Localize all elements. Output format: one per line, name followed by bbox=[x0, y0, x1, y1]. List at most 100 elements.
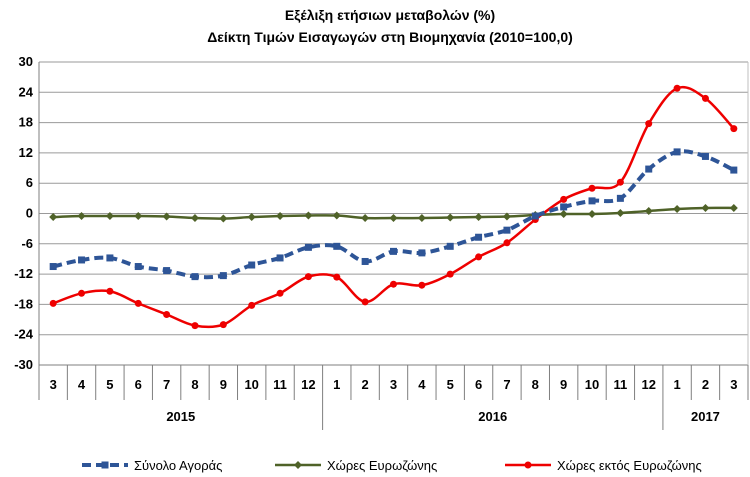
series-1-point bbox=[644, 206, 653, 215]
series-0-point bbox=[673, 148, 681, 156]
series-2-point bbox=[673, 84, 681, 92]
x-tick-label: 8 bbox=[532, 377, 539, 392]
series-0-point bbox=[503, 226, 511, 234]
series-1-point bbox=[49, 213, 58, 222]
series-2-point bbox=[701, 94, 709, 102]
series-1-point bbox=[588, 210, 597, 219]
x-tick-label: 11 bbox=[273, 377, 287, 392]
x-tick-label: 7 bbox=[503, 377, 510, 392]
series-2-point bbox=[248, 301, 256, 309]
x-tick-label: 9 bbox=[220, 377, 227, 392]
x-tick-label: 4 bbox=[418, 377, 426, 392]
x-tick-label: 3 bbox=[50, 377, 57, 392]
series-1-point bbox=[190, 214, 199, 223]
series-0-point bbox=[49, 263, 57, 271]
x-tick-label: 7 bbox=[163, 377, 170, 392]
x-tick-label: 12 bbox=[642, 377, 656, 392]
series-2-point bbox=[503, 239, 511, 247]
legend-marker-1 bbox=[294, 461, 302, 469]
y-tick-label: 6 bbox=[26, 175, 33, 190]
series-1-point bbox=[729, 203, 738, 212]
y-tick-label: 18 bbox=[19, 115, 33, 130]
y-tick-label: 12 bbox=[19, 145, 33, 160]
series-1-point bbox=[219, 214, 228, 223]
series-lines bbox=[49, 84, 738, 330]
series-1-point bbox=[361, 214, 370, 223]
legend-label-1: Χώρες Ευρωζώνης bbox=[327, 458, 437, 473]
y-tick-label: -30 bbox=[14, 357, 33, 372]
x-tick-label: 3 bbox=[390, 377, 397, 392]
series-0-point bbox=[304, 243, 312, 251]
chart-title-line1: Εξέλιξη ετήσιων μεταβολών (%) bbox=[285, 7, 495, 23]
series-1-point bbox=[77, 212, 86, 221]
x-tick-label: 1 bbox=[673, 377, 680, 392]
series-0-point bbox=[701, 152, 709, 160]
series-0-point bbox=[106, 254, 114, 262]
series-0-point bbox=[361, 257, 369, 265]
series-0-point bbox=[248, 261, 256, 269]
series-2-point bbox=[106, 287, 114, 295]
series-1-point bbox=[332, 211, 341, 220]
legend: Σύνολο Αγοράς Χώρες Ευρωζώνης Χώρες εκτός … bbox=[82, 458, 702, 473]
series-0-point bbox=[78, 256, 86, 264]
legend-marker-0 bbox=[101, 461, 109, 469]
series-1-point bbox=[559, 210, 568, 219]
y-tick-label: -24 bbox=[14, 327, 34, 342]
series-2-point bbox=[49, 299, 57, 307]
legend-label-0: Σύνολο Αγοράς bbox=[134, 458, 222, 473]
x-tick-label: 5 bbox=[106, 377, 113, 392]
series-1-point bbox=[616, 208, 625, 217]
series-1-point bbox=[446, 213, 455, 222]
series-2-point bbox=[390, 280, 397, 288]
x-tick-label: 10 bbox=[244, 377, 258, 392]
x-tick-label: 6 bbox=[475, 377, 482, 392]
series-2-point bbox=[475, 253, 483, 261]
grid-lines bbox=[39, 61, 748, 366]
series-1-point bbox=[105, 212, 114, 221]
series-0-point bbox=[418, 249, 426, 257]
x-tick-label: 3 bbox=[730, 377, 737, 392]
y-tick-label: -6 bbox=[21, 236, 33, 251]
series-2-point bbox=[219, 321, 227, 329]
series-0-point bbox=[616, 194, 624, 202]
x-tick-label: 2 bbox=[362, 377, 369, 392]
y-tick-label: 0 bbox=[26, 206, 33, 221]
series-1-point bbox=[417, 214, 426, 223]
series-1-point bbox=[701, 203, 710, 212]
series-2-point bbox=[191, 322, 199, 330]
series-2-point bbox=[361, 298, 369, 306]
series-0-point bbox=[134, 263, 142, 271]
x-tick-label: 6 bbox=[135, 377, 142, 392]
series-0-point bbox=[276, 254, 284, 262]
x-tick-label: 8 bbox=[191, 377, 198, 392]
series-0-point bbox=[730, 166, 738, 174]
series-2-point bbox=[134, 299, 142, 307]
series-2-point bbox=[560, 195, 568, 203]
series-2-point bbox=[276, 289, 284, 297]
legend-label-2: Χώρες εκτός Ευρωζώνης bbox=[557, 458, 702, 473]
series-1-point bbox=[276, 212, 285, 221]
y-tick-label: 30 bbox=[19, 54, 33, 69]
series-0-point bbox=[219, 272, 227, 280]
series-2-point bbox=[588, 184, 596, 192]
y-tick-label: -18 bbox=[14, 296, 33, 311]
series-2-point bbox=[333, 273, 341, 281]
y-tick-label: 24 bbox=[19, 84, 34, 99]
y-tick-label: -12 bbox=[14, 266, 33, 281]
series-2-point bbox=[418, 281, 426, 289]
series-0-point bbox=[191, 273, 199, 281]
x-tick-label: 12 bbox=[301, 377, 315, 392]
series-1-point bbox=[389, 214, 398, 223]
series-2-point bbox=[446, 270, 454, 278]
year-label: 2015 bbox=[166, 409, 195, 424]
series-1-point bbox=[162, 212, 171, 221]
series-1-point bbox=[134, 212, 143, 221]
legend-marker-2 bbox=[524, 461, 532, 469]
series-0-point bbox=[588, 197, 596, 205]
series-1-point bbox=[502, 212, 511, 221]
series-0-point bbox=[446, 242, 454, 250]
series-1-point bbox=[247, 213, 256, 222]
year-label: 2017 bbox=[691, 409, 720, 424]
